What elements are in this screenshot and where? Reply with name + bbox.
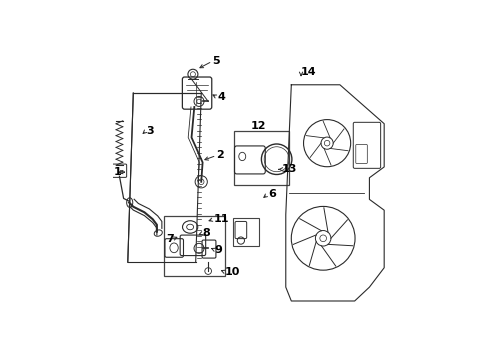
Text: 7: 7: [166, 234, 173, 244]
Text: 4: 4: [217, 92, 225, 102]
Text: 11: 11: [214, 214, 229, 224]
Bar: [164, 216, 225, 276]
Text: 3: 3: [147, 126, 154, 135]
Bar: [233, 218, 259, 246]
Text: 9: 9: [215, 245, 222, 255]
Bar: [235, 131, 289, 185]
Text: 13: 13: [282, 164, 297, 174]
Text: 2: 2: [217, 150, 224, 161]
Text: 10: 10: [225, 267, 240, 277]
Text: 12: 12: [250, 121, 266, 131]
Text: 8: 8: [203, 228, 210, 238]
Text: 5: 5: [212, 56, 220, 66]
Text: 1: 1: [114, 167, 122, 177]
Text: 6: 6: [268, 189, 276, 199]
Text: 14: 14: [301, 67, 317, 77]
